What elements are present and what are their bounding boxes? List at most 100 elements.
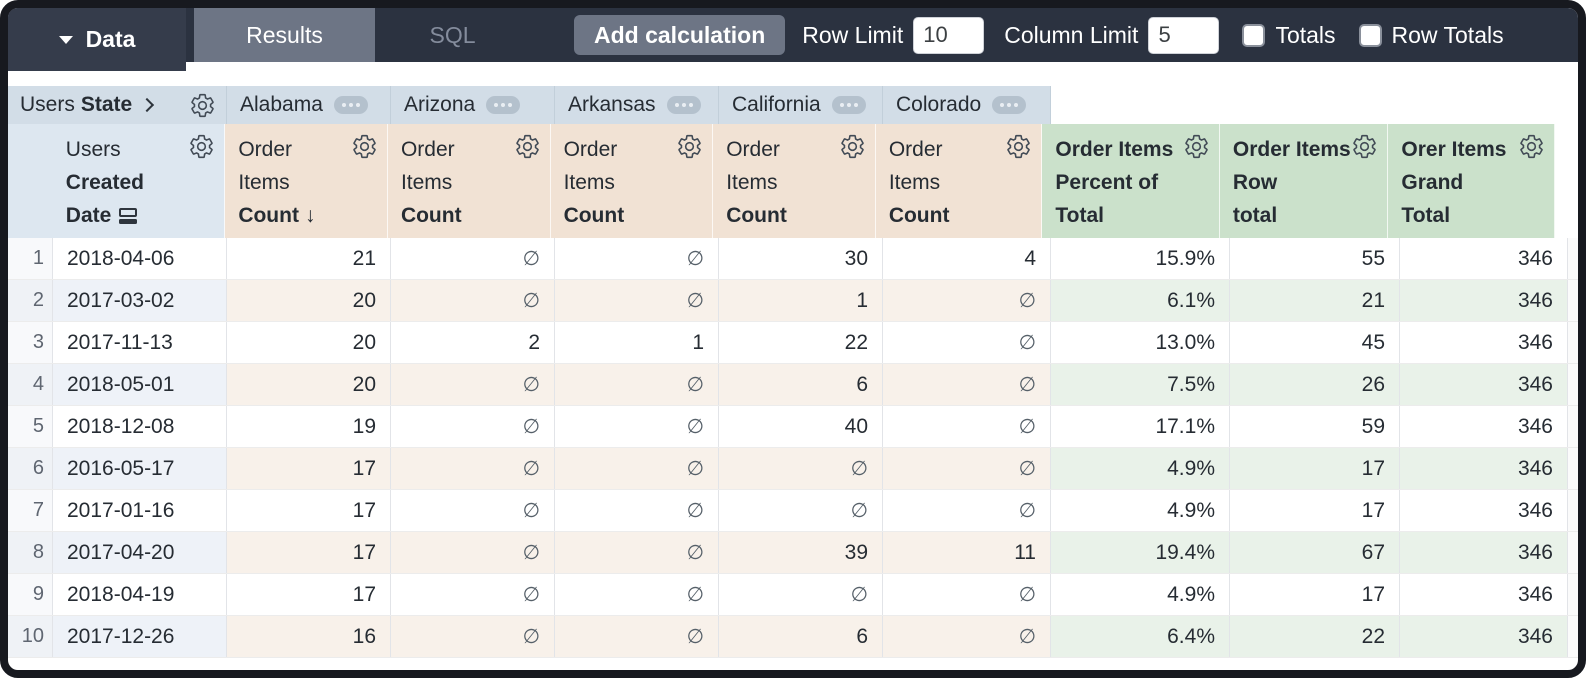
vertical-scrollbar-track[interactable] [1568,574,1578,615]
vertical-scrollbar-track[interactable] [1568,616,1578,657]
measure-cell[interactable]: ∅ [883,448,1051,489]
row-total-cell[interactable]: 22 [1230,616,1400,657]
measure-cell[interactable]: ∅ [555,490,719,531]
date-cell[interactable]: 2018-05-01 [53,364,227,405]
pivot-value-header-alabama[interactable]: Alabama [227,86,391,124]
percent-of-total-cell[interactable]: 4.9% [1051,490,1230,531]
gear-icon[interactable] [1518,133,1545,160]
percent-of-total-cell[interactable]: 4.9% [1051,448,1230,489]
measure-cell[interactable]: 17 [227,490,391,531]
grand-total-cell[interactable]: 346 [1400,406,1568,447]
totals-checkbox-group[interactable]: Totals [1242,22,1336,49]
measure-cell[interactable]: 17 [227,448,391,489]
totals-checkbox[interactable] [1242,23,1266,47]
date-cell[interactable]: 2017-12-26 [53,616,227,657]
gear-icon[interactable] [189,92,216,119]
measure-cell[interactable]: ∅ [555,238,719,279]
date-cell[interactable]: 2017-11-13 [53,322,227,363]
gear-icon[interactable] [1351,133,1378,160]
grand-total-cell[interactable]: 346 [1400,574,1568,615]
measure-cell[interactable]: 20 [227,364,391,405]
gear-icon[interactable] [839,133,866,160]
measure-header-order-items-count-alabama[interactable]: Order Items Count ↓ [225,124,388,238]
percent-of-total-cell[interactable]: 4.9% [1051,574,1230,615]
row-total-cell[interactable]: 55 [1230,238,1400,279]
pivot-menu-icon[interactable] [486,96,521,114]
row-total-cell[interactable]: 26 [1230,364,1400,405]
measure-cell[interactable]: 2 [391,322,555,363]
measure-cell[interactable]: ∅ [883,406,1051,447]
date-cell[interactable]: 2018-04-06 [53,238,227,279]
measure-cell[interactable]: 1 [555,322,719,363]
percent-of-total-cell[interactable]: 6.4% [1051,616,1230,657]
percent-of-total-cell[interactable]: 7.5% [1051,364,1230,405]
measure-cell[interactable]: 6 [719,616,883,657]
measure-cell[interactable]: ∅ [555,574,719,615]
row-total-cell[interactable]: 17 [1230,448,1400,489]
gear-icon[interactable] [1005,133,1032,160]
vertical-scrollbar-track[interactable] [1568,448,1578,489]
measure-cell[interactable]: ∅ [883,280,1051,321]
row-total-cell[interactable]: 17 [1230,574,1400,615]
measure-cell[interactable]: 6 [719,364,883,405]
measure-cell[interactable]: ∅ [883,364,1051,405]
measure-cell[interactable]: ∅ [391,616,555,657]
date-cell[interactable]: 2017-04-20 [53,532,227,573]
vertical-scrollbar-track[interactable] [1555,124,1578,238]
measure-cell[interactable]: 30 [719,238,883,279]
data-section-toggle[interactable]: Data [8,8,186,71]
measure-cell[interactable]: ∅ [883,490,1051,531]
percent-of-total-cell[interactable]: 17.1% [1051,406,1230,447]
measure-cell[interactable]: 16 [227,616,391,657]
percent-of-total-cell[interactable]: 15.9% [1051,238,1230,279]
measure-cell[interactable]: 39 [719,532,883,573]
calc-header-grand-total[interactable]: Orer Items Grand Total [1388,124,1555,238]
measure-cell[interactable]: ∅ [555,448,719,489]
measure-cell[interactable]: 22 [719,322,883,363]
percent-of-total-cell[interactable]: 6.1% [1051,280,1230,321]
pivot-menu-icon[interactable] [666,96,701,114]
measure-cell[interactable]: ∅ [555,280,719,321]
vertical-scrollbar-track[interactable] [1568,406,1578,447]
measure-cell[interactable]: ∅ [555,616,719,657]
measure-cell[interactable]: ∅ [391,238,555,279]
measure-cell[interactable]: ∅ [391,574,555,615]
row-total-cell[interactable]: 59 [1230,406,1400,447]
measure-cell[interactable]: ∅ [719,574,883,615]
column-limit-input[interactable] [1148,16,1220,54]
vertical-scrollbar-track[interactable] [1568,322,1578,363]
gear-icon[interactable] [514,133,541,160]
measure-cell[interactable]: ∅ [555,406,719,447]
date-cell[interactable]: 2017-03-02 [53,280,227,321]
measure-header-order-items-count-arkansas[interactable]: Order Items Count [550,124,714,238]
measure-cell[interactable]: 4 [883,238,1051,279]
measure-cell[interactable]: ∅ [391,490,555,531]
grand-total-cell[interactable]: 346 [1400,616,1568,657]
measure-cell[interactable]: 11 [883,532,1051,573]
pivot-dimension-header-users-state[interactable]: Users State [8,86,227,124]
measure-cell[interactable]: 20 [227,322,391,363]
measure-cell[interactable]: 21 [227,238,391,279]
pivot-menu-icon[interactable] [992,96,1027,114]
grand-total-cell[interactable]: 346 [1400,322,1568,363]
row-total-cell[interactable]: 45 [1230,322,1400,363]
date-cell[interactable]: 2018-04-19 [53,574,227,615]
pivot-value-header-california[interactable]: California [719,86,883,124]
measure-cell[interactable]: ∅ [883,574,1051,615]
measure-header-order-items-count-arizona[interactable]: Order Items Count [387,124,551,238]
measure-cell[interactable]: ∅ [391,448,555,489]
measure-cell[interactable]: ∅ [555,364,719,405]
row-limit-input[interactable] [913,16,985,54]
date-cell[interactable]: 2016-05-17 [53,448,227,489]
date-cell[interactable]: 2018-12-08 [53,406,227,447]
measure-header-order-items-count-california[interactable]: Order Items Count [713,124,876,238]
pivot-menu-icon[interactable] [333,96,368,114]
measure-cell[interactable]: 17 [227,532,391,573]
measure-cell[interactable]: ∅ [883,616,1051,657]
measure-cell[interactable]: ∅ [391,406,555,447]
tab-sql[interactable]: SQL [429,21,476,48]
measure-cell[interactable]: 19 [227,406,391,447]
row-totals-checkbox[interactable] [1358,23,1382,47]
measure-cell[interactable]: ∅ [883,322,1051,363]
add-calculation-button[interactable]: Add calculation [574,15,786,55]
